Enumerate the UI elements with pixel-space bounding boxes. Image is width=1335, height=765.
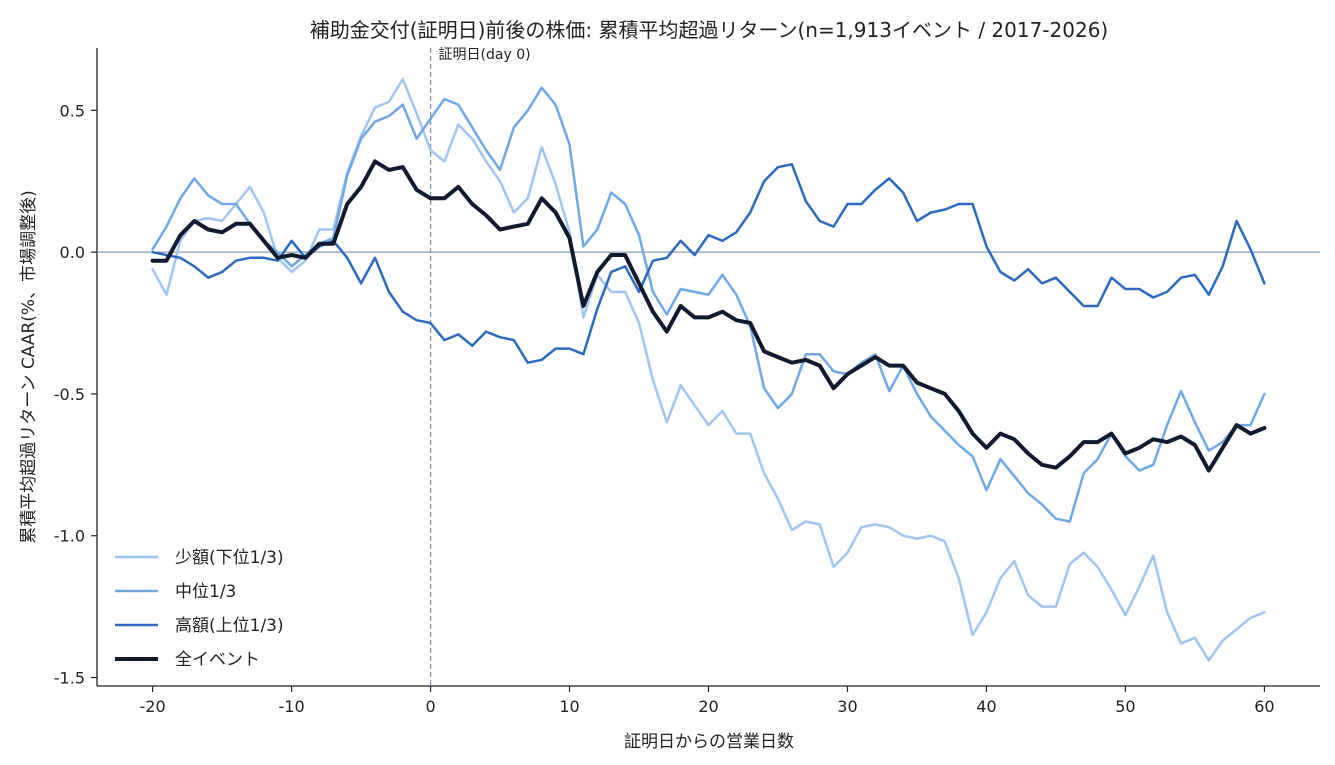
y-tick-label: -1.5 [54, 668, 85, 687]
legend-label: 全イベント [175, 650, 260, 670]
x-tick-label: -20 [140, 697, 166, 716]
event-day-label: 証明日(day 0) [439, 47, 531, 63]
plot-axes: -20 -10 0 10 20 30 40 50 60 0.5 0.0 -0.5 -1.0 -1.5 [54, 48, 1320, 716]
y-tick-label: -0.5 [54, 385, 85, 404]
y-axis-label: 累積平均超過リターン CAAR(%、市場調整後) [19, 190, 39, 543]
x-tick-label: 40 [976, 697, 996, 716]
x-tick-label: 0 [425, 697, 435, 716]
x-tick-label: 50 [1115, 697, 1135, 716]
legend: 少額(下位1/3) 中位1/3 高額(上位1/3) 全イベント [115, 548, 284, 670]
x-tick-label: -10 [278, 697, 304, 716]
y-tick-label: -1.0 [54, 527, 85, 546]
y-tick-label: 0.0 [60, 243, 85, 262]
y-tick-label: 0.5 [60, 101, 85, 120]
legend-label: 少額(下位1/3) [175, 548, 284, 568]
x-axis-label: 証明日からの営業日数 [624, 732, 794, 752]
legend-label: 中位1/3 [175, 582, 236, 602]
series-line-4 [150, 159, 1267, 473]
series-line-1 [151, 77, 1266, 662]
x-tick-label: 60 [1254, 697, 1274, 716]
series-line-2 [151, 86, 1266, 523]
series-lines [150, 77, 1267, 662]
x-tick-label: 30 [837, 697, 857, 716]
x-tick-label: 20 [698, 697, 718, 716]
legend-label: 高額(上位1/3) [175, 616, 284, 636]
series-line-3 [151, 163, 1266, 364]
x-tick-label: 10 [559, 697, 579, 716]
chart-title: 補助金交付(証明日)前後の株価: 累積平均超過リターン(n=1,913イベント … [310, 18, 1108, 42]
